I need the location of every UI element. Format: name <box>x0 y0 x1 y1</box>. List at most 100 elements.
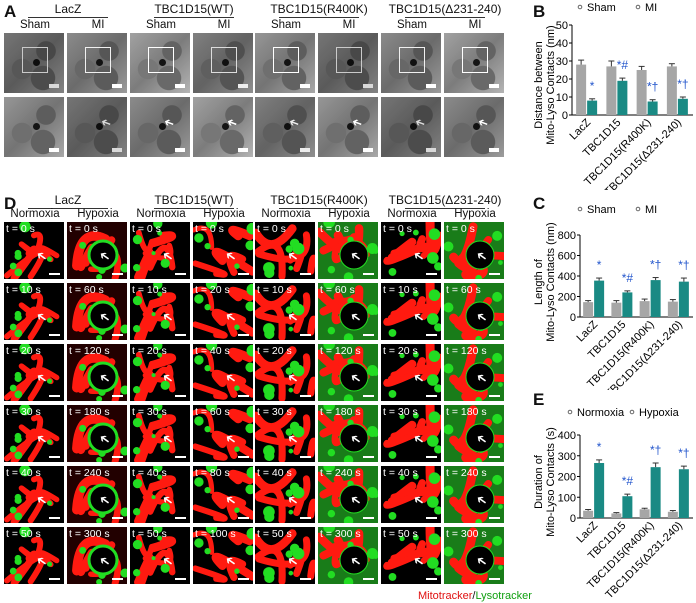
scale-bar <box>300 456 311 458</box>
mitochondrion <box>255 424 286 462</box>
scale-bar <box>49 395 60 397</box>
scale-bar <box>112 334 123 336</box>
live-image-frame: t = 30 s ➔ <box>130 405 190 462</box>
timestamp: t = 60 s <box>446 284 481 296</box>
live-image-frame: t = 40 s ➔ <box>255 466 315 523</box>
micrograph-zoom: ➔ <box>130 97 190 157</box>
lysosome <box>327 326 336 335</box>
lysosome <box>96 335 103 340</box>
scale-bar <box>175 456 186 458</box>
timestamp: t = 0 s <box>383 223 412 235</box>
lysosome <box>14 573 23 582</box>
lysosome <box>292 242 305 255</box>
group-label: LacZ <box>54 193 82 207</box>
arrow-icon: ➔ <box>475 114 491 132</box>
live-image-frame: t = 40 s ➔ <box>193 344 253 401</box>
lysosome <box>14 496 22 504</box>
lysosome <box>246 222 253 235</box>
mitochondrion <box>387 542 417 567</box>
lysosome <box>412 534 419 541</box>
micrograph-zoom <box>4 97 64 157</box>
lysosome <box>388 329 397 337</box>
fluorescence-image <box>4 283 60 340</box>
timestamp: t = 10 s <box>257 284 292 296</box>
bar-hypoxia <box>622 496 633 518</box>
timestamp: t = 60 s <box>320 284 355 296</box>
bar-sham <box>639 301 650 317</box>
lysosome <box>366 487 378 499</box>
lysosome <box>132 295 143 306</box>
lysosome <box>9 262 17 270</box>
micrograph-zoom: ➔ <box>318 97 378 157</box>
live-image-frame: t = 100 s ➔ <box>193 527 253 584</box>
lysosome <box>498 321 503 327</box>
lysosome <box>79 363 87 371</box>
timestamp: t = 50 s <box>383 528 418 540</box>
legend-marker <box>577 206 583 212</box>
legend-marker <box>635 4 641 10</box>
timestamp: t = 50 s <box>6 528 41 540</box>
group-label: TBC1D15(Δ231-240) <box>388 2 502 16</box>
lysosome <box>292 486 305 499</box>
lysosome <box>46 561 53 567</box>
lysosome <box>19 405 31 416</box>
y-axis-label: Mito-Lyso Contacts (nm) <box>545 222 557 341</box>
mitochondrion <box>383 305 427 326</box>
lysosome <box>157 352 163 358</box>
lysosome <box>204 486 211 494</box>
lysosome <box>388 390 397 398</box>
lysosome <box>194 233 204 243</box>
timestamp: t = 50 s <box>257 528 292 540</box>
y-tick-label: 800 <box>558 230 576 242</box>
lysosome <box>159 123 166 130</box>
lysosome <box>234 568 240 574</box>
scale-bar <box>426 395 437 397</box>
micrograph-zoom: ➔ <box>255 97 315 157</box>
group-underline <box>405 17 485 18</box>
bar-mi <box>678 281 689 317</box>
bar-hypoxia <box>650 467 661 518</box>
mitochondrion <box>149 353 177 370</box>
y-tick-label: 300 <box>558 451 576 463</box>
mitochondrion <box>193 260 228 278</box>
scale-bar <box>489 334 500 336</box>
lysosome <box>160 441 170 451</box>
mitochondrion <box>146 366 176 393</box>
significance-marker: *† <box>647 80 658 94</box>
scale-bar <box>238 84 248 88</box>
lysosome <box>475 457 482 462</box>
vacuole <box>465 484 495 514</box>
lysosome <box>46 256 53 262</box>
lysosome <box>285 367 294 375</box>
timestamp: t = 10 s <box>383 284 418 296</box>
lysosome <box>343 394 354 401</box>
lysosome <box>222 123 229 130</box>
condition-label: Hypoxia <box>454 208 496 220</box>
vacuole <box>465 423 495 453</box>
lysosome <box>151 495 156 500</box>
live-image-frame: t = 240 s ➔ <box>67 466 127 523</box>
group-header: LacZ <box>6 2 130 18</box>
lysosome <box>96 457 103 462</box>
live-image-frame: t = 180 s ➔ <box>444 405 504 462</box>
live-image-frame: t = 20 s ➔ <box>130 344 190 401</box>
lysosome <box>133 386 141 394</box>
scale-bar <box>363 148 373 152</box>
lysosome <box>427 496 439 508</box>
lysosome <box>399 536 405 542</box>
micrograph-zoom: ➔ <box>193 97 253 157</box>
lysosome <box>245 301 253 312</box>
lysosome <box>410 123 417 130</box>
lysosome <box>120 446 127 456</box>
lysosome <box>347 123 354 130</box>
legend-label-mi: MI <box>645 2 657 14</box>
fluorescence-image <box>4 527 60 584</box>
mitochondrion <box>387 298 417 323</box>
condition-label: Sham <box>396 19 428 31</box>
scale-bar <box>489 395 500 397</box>
fluorescence-image <box>444 344 504 401</box>
micrograph-zoom: ➔ <box>67 97 127 157</box>
live-image-frame: t = 30 s ➔ <box>4 405 64 462</box>
group-label: LacZ <box>54 2 82 16</box>
y-tick-label: 600 <box>558 251 576 263</box>
